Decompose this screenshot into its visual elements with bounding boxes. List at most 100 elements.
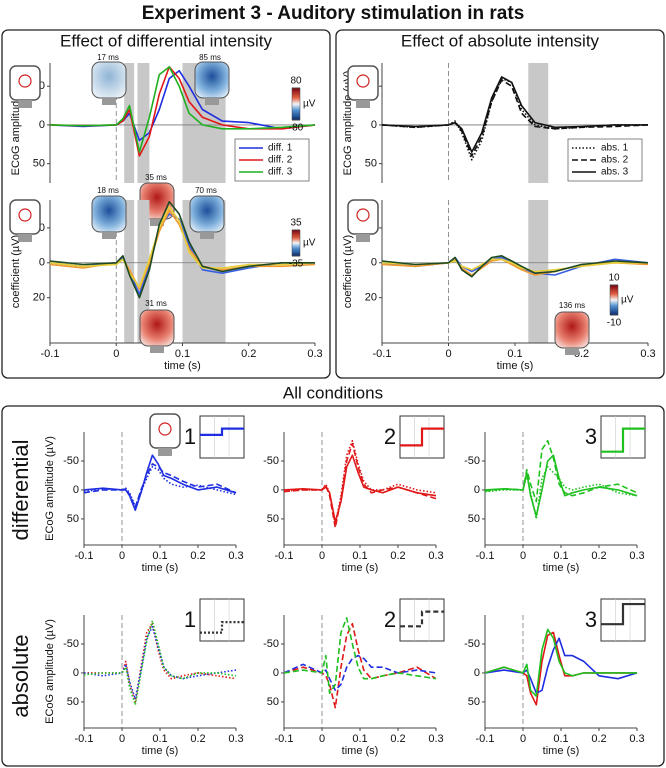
x-tick-label: 0.3 — [428, 733, 443, 745]
stimulus-inset — [199, 415, 245, 459]
legend-label: diff. 3 — [268, 167, 293, 178]
head-neck — [356, 234, 370, 242]
x-tick-label: 0.3 — [228, 733, 243, 745]
x-tick-label: 0.3 — [228, 550, 243, 562]
line-series — [484, 628, 637, 697]
panel-number: 2 — [384, 607, 396, 632]
x-tick-label: 0.2 — [390, 550, 405, 562]
y-tick-label: 50 — [67, 513, 79, 525]
panel-title: Effect of absolute intensity — [401, 31, 600, 50]
head-outline — [9, 65, 41, 101]
line-series — [83, 620, 237, 706]
electrode-ring — [356, 208, 370, 222]
shaded-interval — [137, 63, 150, 183]
x-tick-label: -0.1 — [275, 733, 294, 745]
panel-number: 1 — [184, 607, 196, 632]
topography-map — [91, 61, 127, 105]
x-tick-label: 0 — [319, 550, 325, 562]
colorbar-label: 10 — [608, 273, 620, 284]
x-tick-label: 0.1 — [352, 550, 367, 562]
x-axis-label: time (s) — [543, 562, 580, 574]
line-series — [49, 206, 316, 288]
panel-number: 3 — [585, 424, 597, 449]
x-tick-label: 0.2 — [190, 550, 205, 562]
head-icon — [347, 65, 379, 108]
x-tick-label: 0 — [319, 733, 325, 745]
head-icon — [347, 199, 379, 242]
colorbar-unit: µV — [303, 238, 316, 249]
panel-number: 1 — [184, 424, 196, 449]
row-label: differential — [8, 439, 33, 540]
line-series — [283, 654, 437, 692]
shaded-interval — [124, 63, 135, 183]
y-tick-label: 0 — [73, 667, 79, 679]
x-tick-label: 0.2 — [591, 550, 606, 562]
line-series — [83, 466, 237, 507]
x-tick-label: 0 — [119, 733, 125, 745]
y-tick-label: 0 — [474, 484, 480, 496]
topo-head — [91, 61, 127, 99]
line-series — [49, 66, 316, 157]
y-tick-label: 50 — [365, 158, 377, 170]
y-tick-label: 50 — [468, 696, 480, 708]
x-tick-label: 0 — [445, 348, 451, 360]
line-series — [283, 439, 437, 526]
stimulus-step — [400, 427, 444, 447]
head-neck — [18, 234, 32, 242]
y-tick-label: 0 — [273, 484, 279, 496]
stimulus-step — [200, 427, 244, 436]
y-tick-label: 0 — [474, 667, 480, 679]
x-tick-label: 0.1 — [553, 733, 568, 745]
y-tick-label: 20 — [33, 292, 45, 304]
topo-neck — [205, 98, 219, 105]
y-tick-label: 0 — [273, 667, 279, 679]
legend-box — [234, 138, 310, 182]
y-axis-label: coefficient (µV) — [10, 235, 22, 308]
y-tick-label: -50 — [464, 455, 480, 467]
line-series — [381, 255, 649, 278]
colorbar-label: 35 — [290, 218, 302, 229]
legend-label: abs. 1 — [601, 143, 629, 154]
x-tick-label: 0 — [119, 550, 125, 562]
line-series — [83, 625, 237, 700]
line-series — [381, 76, 648, 153]
stimulus-step — [601, 602, 645, 626]
panel-number: 2 — [384, 424, 396, 449]
panel-frame — [335, 29, 665, 379]
x-tick-label: 0.1 — [152, 733, 167, 745]
x-tick-label: 0.3 — [629, 733, 644, 745]
x-axis-label: time (s) — [142, 745, 179, 757]
topography-map — [554, 311, 590, 355]
y-tick-label: 20 — [365, 292, 377, 304]
latency-label: 35 ms — [145, 173, 167, 182]
head-icon — [9, 65, 41, 108]
head-outline — [347, 199, 379, 235]
stimulus-step — [400, 610, 444, 628]
latency-label: 136 ms — [559, 301, 585, 310]
x-tick-label: -0.1 — [75, 733, 94, 745]
x-axis-label: time (s) — [142, 562, 179, 574]
line-series — [484, 637, 638, 694]
y-tick-label: -50 — [263, 638, 279, 650]
latency-label: 85 ms — [199, 53, 221, 62]
section-title: All conditions — [283, 383, 383, 402]
line-series — [484, 439, 638, 503]
x-tick-label: 0.2 — [190, 733, 205, 745]
y-tick-label: -50 — [263, 455, 279, 467]
electrode-ring — [158, 422, 172, 436]
topography-map — [91, 195, 127, 239]
y-tick-label: -50 — [464, 638, 480, 650]
line-series — [283, 442, 437, 529]
topo-neck — [150, 346, 164, 353]
topo-head — [139, 309, 175, 347]
line-series — [83, 454, 237, 511]
y-tick-label: 50 — [67, 696, 79, 708]
head-icon — [149, 413, 181, 456]
x-tick-label: 0.3 — [428, 550, 443, 562]
colorbar-label: -10 — [607, 318, 622, 329]
latency-label: 70 ms — [195, 186, 217, 195]
colorbar — [609, 284, 619, 316]
topo-neck — [200, 232, 214, 239]
colorbar-label: 80 — [290, 76, 302, 87]
y-tick-label: 0 — [39, 257, 45, 269]
